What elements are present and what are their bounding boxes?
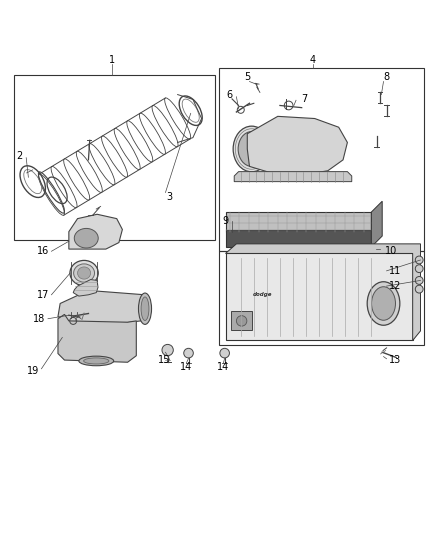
Ellipse shape — [138, 293, 152, 325]
Text: 5: 5 — [244, 72, 251, 82]
Bar — [226, 254, 413, 341]
Ellipse shape — [70, 261, 98, 286]
Ellipse shape — [141, 297, 149, 320]
Bar — [219, 251, 424, 345]
Text: 10: 10 — [385, 246, 397, 256]
Polygon shape — [58, 314, 136, 362]
Circle shape — [220, 349, 230, 358]
Text: 9: 9 — [223, 216, 229, 226]
Ellipse shape — [78, 267, 91, 279]
Text: 14: 14 — [217, 361, 230, 372]
Text: 13: 13 — [389, 355, 401, 365]
Text: 1: 1 — [110, 55, 116, 65]
Text: 18: 18 — [33, 314, 46, 324]
Ellipse shape — [74, 264, 95, 282]
Text: 4: 4 — [310, 55, 316, 65]
Polygon shape — [234, 172, 352, 182]
Text: 17: 17 — [36, 290, 49, 300]
Polygon shape — [58, 290, 149, 325]
Ellipse shape — [79, 356, 114, 366]
Text: 11: 11 — [389, 266, 401, 276]
Circle shape — [415, 285, 423, 293]
Circle shape — [415, 277, 423, 284]
Ellipse shape — [233, 126, 270, 172]
Bar — [226, 230, 371, 247]
Circle shape — [415, 256, 423, 264]
Text: dodge: dodge — [253, 292, 272, 297]
Bar — [226, 212, 371, 232]
Ellipse shape — [84, 358, 109, 364]
Bar — [14, 75, 215, 240]
Polygon shape — [69, 214, 122, 249]
Ellipse shape — [367, 282, 400, 325]
Ellipse shape — [238, 132, 265, 166]
Polygon shape — [226, 244, 420, 341]
Ellipse shape — [74, 229, 98, 248]
Circle shape — [415, 265, 423, 272]
Text: 3: 3 — [166, 192, 172, 202]
Text: 8: 8 — [384, 72, 390, 82]
Polygon shape — [73, 279, 98, 296]
Text: 15: 15 — [159, 355, 171, 365]
Text: 12: 12 — [389, 281, 402, 291]
Text: 6: 6 — [227, 90, 233, 100]
Circle shape — [162, 344, 173, 356]
Text: 16: 16 — [37, 246, 49, 256]
Bar — [219, 68, 424, 251]
Circle shape — [237, 316, 247, 326]
Circle shape — [184, 349, 193, 358]
Bar — [231, 311, 252, 329]
Text: 19: 19 — [27, 366, 39, 376]
Text: 7: 7 — [301, 94, 307, 104]
Text: 2: 2 — [17, 150, 23, 160]
Polygon shape — [371, 201, 382, 247]
Polygon shape — [247, 116, 347, 175]
Text: 14: 14 — [180, 361, 192, 372]
Ellipse shape — [371, 287, 396, 320]
